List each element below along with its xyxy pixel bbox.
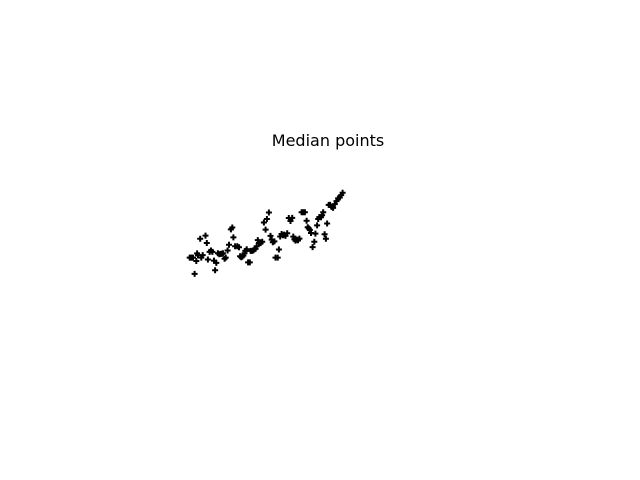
data-point-marker — [202, 232, 209, 239]
data-point-marker — [229, 224, 236, 231]
data-point-marker — [322, 235, 329, 242]
data-point-marker — [212, 267, 219, 274]
data-point-marker — [306, 226, 313, 233]
data-point-marker — [199, 252, 206, 259]
data-point-marker — [226, 241, 232, 248]
data-point-marker — [312, 230, 319, 237]
data-point-marker — [259, 238, 266, 245]
data-point-marker — [271, 238, 278, 245]
data-point-marker — [303, 217, 310, 224]
data-point-marker — [330, 204, 337, 211]
data-point-marker — [284, 230, 291, 237]
data-point-marker — [263, 216, 270, 222]
data-point-marker — [209, 248, 216, 255]
data-point-marker — [191, 270, 198, 277]
data-point-marker — [230, 234, 237, 241]
data-point-marker — [253, 243, 260, 250]
data-point-marker — [193, 258, 200, 264]
data-point-marker — [267, 232, 274, 239]
data-point-marker — [265, 209, 272, 216]
data-point-marker — [324, 220, 331, 227]
data-point-marker — [262, 226, 269, 233]
data-point-marker — [296, 235, 303, 242]
data-point-marker — [314, 222, 321, 229]
data-point-marker — [289, 214, 296, 221]
data-point-marker — [190, 254, 196, 261]
data-point-marker — [320, 209, 327, 216]
data-point-marker — [321, 231, 328, 238]
data-point-marker — [224, 247, 231, 254]
data-point-marker — [203, 240, 210, 246]
data-point-marker — [204, 256, 211, 263]
data-point-marker — [246, 259, 253, 266]
chart-title: Median points — [271, 131, 385, 150]
data-point-marker — [275, 246, 282, 253]
data-point-marker — [301, 209, 308, 216]
marker-group — [186, 189, 346, 277]
data-point-marker — [222, 254, 229, 261]
data-point-marker — [219, 250, 226, 257]
data-point-marker — [339, 189, 346, 196]
data-point-marker — [309, 244, 316, 251]
data-point-marker — [311, 238, 318, 245]
data-point-marker — [236, 244, 242, 251]
data-point-marker — [260, 219, 267, 226]
data-point-marker — [287, 218, 294, 224]
data-point-marker — [243, 246, 250, 253]
data-point-marker — [274, 254, 281, 261]
data-point-marker — [213, 259, 220, 266]
data-point-marker — [197, 235, 204, 242]
